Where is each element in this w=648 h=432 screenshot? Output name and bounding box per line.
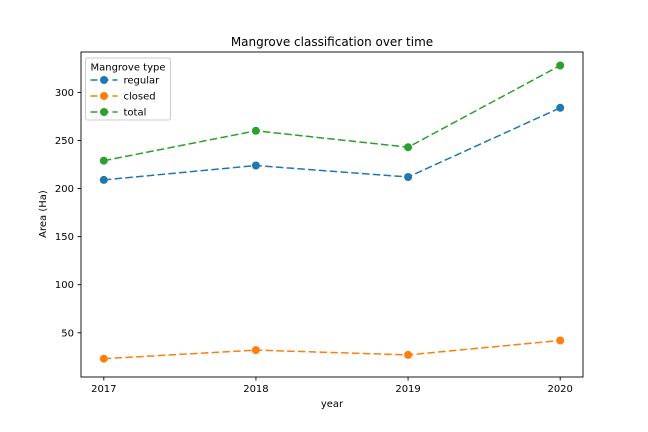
data-point-regular	[99, 175, 108, 184]
legend-frame	[85, 57, 171, 121]
legend-label-total: total	[124, 108, 147, 119]
x-axis-label: year	[321, 399, 344, 410]
plot-area: 50 100 150 200 250 300 2017 2018 2019 2020 Mangrov…	[55, 51, 584, 395]
y-tick-label: 250	[55, 136, 74, 147]
data-point-regular	[556, 103, 565, 112]
y-axis-label: Area (Ha)	[38, 190, 49, 238]
y-tick-label: 100	[55, 280, 74, 291]
series-line-closed	[103, 339, 561, 360]
legend-handle-marker-closed	[100, 92, 108, 100]
data-point-closed	[251, 346, 260, 355]
y-tick-label: 50	[61, 328, 74, 339]
legend: Mangrove type regular closed total	[85, 57, 171, 121]
data-point-closed	[99, 354, 108, 363]
data-point-closed	[404, 350, 413, 359]
x-tick-label: 2019	[395, 384, 420, 395]
chart-title: Mangrove classification over time	[231, 35, 433, 49]
x-tick-label: 2017	[91, 384, 116, 395]
data-point-total	[556, 61, 565, 70]
series-line-total	[103, 64, 561, 162]
x-tick-label: 2020	[547, 384, 572, 395]
legend-title: Mangrove type	[90, 63, 165, 74]
y-tick-label: 200	[55, 184, 74, 195]
y-tick-label: 300	[55, 88, 74, 99]
data-point-regular	[251, 161, 260, 170]
x-tick-label: 2018	[243, 384, 268, 395]
data-point-closed	[556, 336, 565, 345]
y-tick-label: 150	[55, 232, 74, 243]
data-point-total	[99, 156, 108, 165]
legend-handle-marker-total	[100, 108, 108, 116]
plot-frame	[80, 51, 584, 378]
legend-label-regular: regular	[124, 76, 161, 87]
data-point-total	[251, 126, 260, 135]
data-point-regular	[404, 173, 413, 181]
series-line-regular	[103, 107, 561, 181]
data-point-total	[404, 143, 413, 152]
legend-handle-marker-regular	[100, 76, 108, 84]
legend-label-closed: closed	[124, 92, 156, 103]
